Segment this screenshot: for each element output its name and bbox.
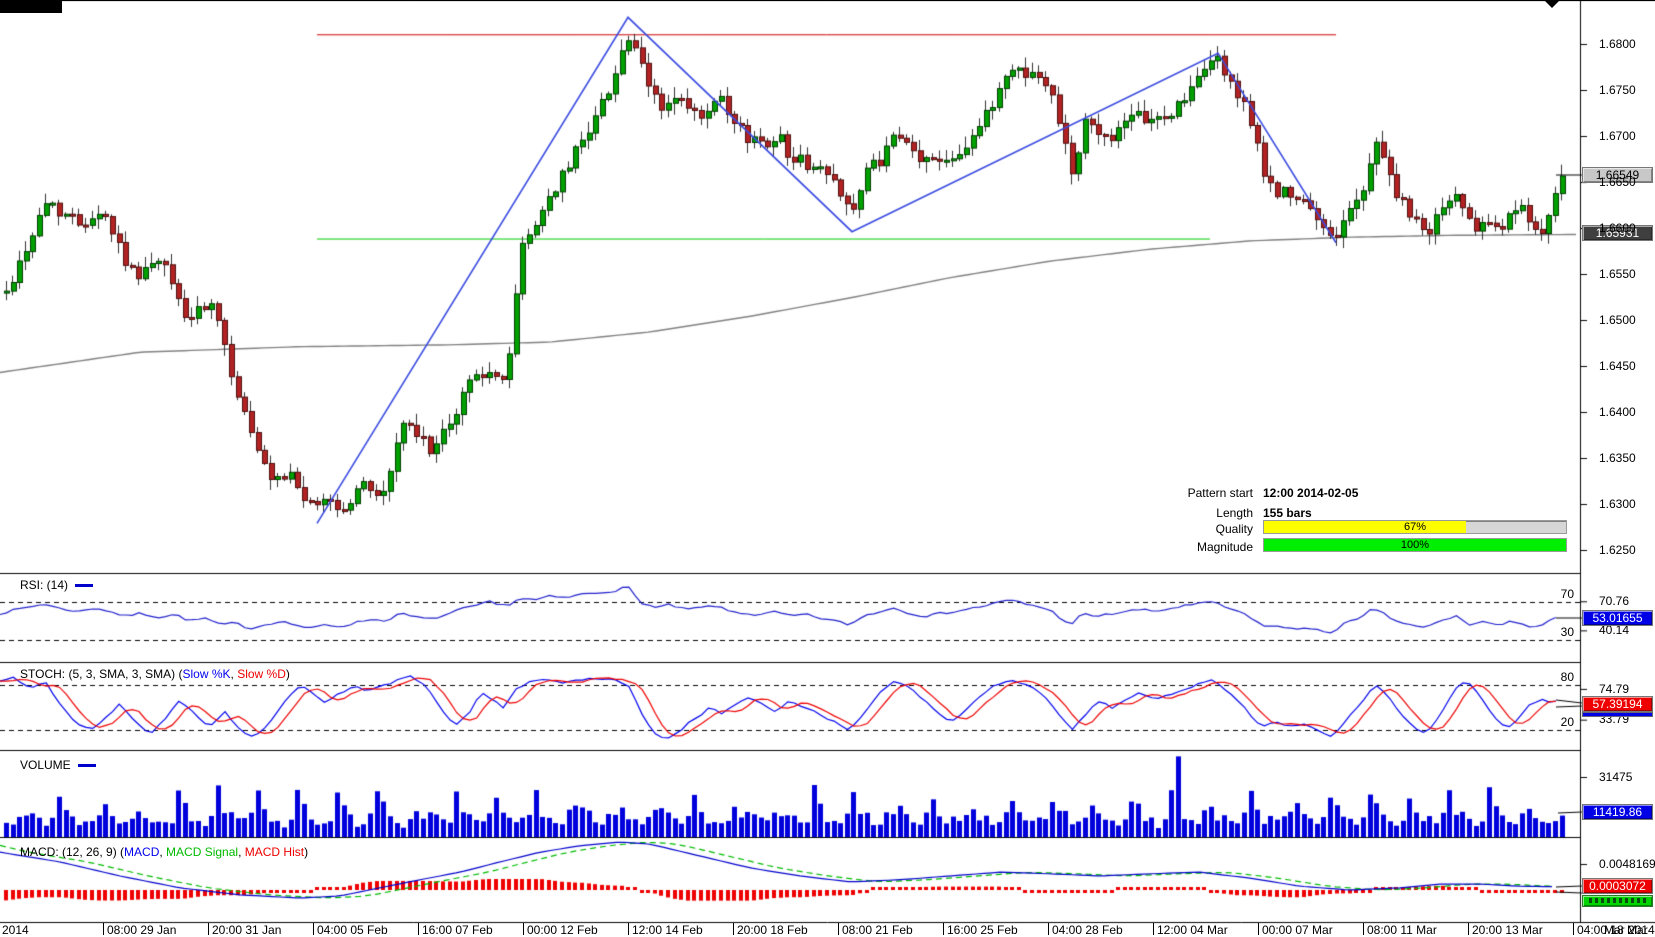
pattern-start-label: Pattern start: [1187, 486, 1253, 500]
quality-label: Quality: [1215, 522, 1253, 536]
pattern-start-value: 12:00 2014-02-05: [1263, 486, 1359, 500]
rsi-value-tag: 53.01655: [1582, 610, 1653, 626]
quality-bar: 67%: [1263, 520, 1567, 534]
macd-signal-tag-clipped-digits: [1589, 898, 1646, 903]
time-axis-label: 00:00 07 Mar: [1262, 923, 1333, 937]
price-axis-tick: 1.6300: [1599, 497, 1636, 511]
price-axis-tick: 1.6450: [1599, 359, 1636, 373]
stoch-k-tag-sliver: [1582, 712, 1653, 717]
pattern-length-label: Length: [1216, 506, 1253, 520]
magnitude-bar-text: 100%: [1400, 539, 1430, 551]
time-axis-label: 04:00 28 Feb: [1052, 923, 1123, 937]
time-axis-tick: [628, 923, 629, 935]
time-axis-label: 12:00 14 Feb: [632, 923, 703, 937]
price-axis-tick: 1.6650: [1599, 175, 1636, 189]
rsi-axis-high: 70.76: [1599, 594, 1630, 608]
price-axis-tick: 1.6600: [1599, 221, 1636, 235]
magnitude-bar: 100%: [1263, 538, 1567, 552]
time-axis-label: 08:00 29 Jan: [107, 923, 177, 937]
macd-header: MACD: (12, 26, 9) (MACD, MACD Signal, MA…: [20, 845, 308, 859]
time-axis-tick: [943, 923, 944, 935]
macd-value-tag: 0.0003072: [1582, 878, 1653, 894]
price-axis-tick: 1.6550: [1599, 267, 1636, 281]
time-axis-label: 08:00 11 Mar: [1367, 923, 1437, 937]
ma-level-tag: 1.65931: [1582, 225, 1653, 241]
time-axis-tick: [838, 923, 839, 935]
time-axis-label: 00:00 12 Feb: [527, 923, 598, 937]
time-axis-tick: [1153, 923, 1154, 935]
price-axis-tick: 1.6400: [1599, 405, 1636, 419]
quality-bar-fill: [1264, 521, 1467, 533]
quality-bar-text: 67%: [1403, 521, 1427, 533]
time-axis-overlap-label: Mar 2014: [1604, 923, 1655, 937]
price-axis-tick: 1.6250: [1599, 543, 1636, 557]
macd-header-sep1: ,: [159, 845, 167, 859]
rsi-legend-swatch-icon: [75, 584, 94, 588]
time-axis-label: 12:00 04 Mar: [1157, 923, 1228, 937]
volume-header: VOLUME: [20, 758, 96, 772]
price-axis-tick: 1.6350: [1599, 451, 1636, 465]
rsi-level-30-label: 30: [1542, 626, 1576, 639]
scroll-marker-icon: [1544, 0, 1560, 8]
price-axis-tick: 1.6750: [1599, 83, 1636, 97]
magnitude-bar-fill: [1264, 539, 1566, 551]
stoch-value-tag: 57.39194: [1582, 696, 1653, 712]
time-axis-label: 08:00 21 Feb: [842, 923, 913, 937]
time-axis-tick: [313, 923, 314, 935]
macd-header-sep2: ,: [238, 845, 245, 859]
pattern-length-value: 155 bars: [1263, 506, 1312, 520]
time-axis-tick: [208, 923, 209, 935]
top-left-black-bar: [0, 0, 62, 13]
time-axis-tick: [1468, 923, 1469, 935]
stoch-level-80-label: 80: [1542, 671, 1576, 684]
macd-header-prefix: MACD: (12, 26, 9) (: [20, 845, 125, 859]
macd-header-hist: MACD Hist: [244, 845, 305, 859]
macd-header-signal: MACD Signal: [166, 845, 239, 859]
stoch-header: STOCH: (5, 3, SMA, 3, SMA) (Slow %K, Slo…: [20, 667, 290, 681]
stoch-axis-high: 74.79: [1599, 682, 1630, 696]
macd-axis-tick: 0.0048169: [1599, 857, 1655, 871]
rsi-header: RSI: (14): [20, 578, 94, 592]
time-axis-tick: [418, 923, 419, 935]
time-axis-tick: [1573, 923, 1574, 935]
stoch-header-sep: ,: [230, 667, 238, 681]
time-axis-label: 04:00 18 Mar: [1577, 923, 1648, 937]
rsi-axis-low: 40.14: [1599, 623, 1630, 637]
stoch-header-k: Slow %K: [182, 667, 231, 681]
time-axis-tick: [733, 923, 734, 935]
time-axis-label: 16:00 25 Feb: [947, 923, 1018, 937]
macd-header-macd: MACD: [124, 845, 160, 859]
time-axis-label: 20:00 31 Jan: [212, 923, 282, 937]
rsi-level-70-label: 70: [1542, 588, 1576, 601]
time-axis-label: 20:00 13 Mar: [1472, 923, 1543, 937]
volume-axis-tick: 31475: [1599, 770, 1633, 784]
stoch-header-suffix: ): [285, 667, 290, 681]
time-axis-tick: [1258, 923, 1259, 935]
time-axis-label: 20:00 18 Feb: [737, 923, 808, 937]
last-price-tag: 1.66549: [1582, 167, 1653, 183]
macd-signal-tag-clipped: [1582, 895, 1653, 907]
stoch-level-20-label: 20: [1542, 716, 1576, 729]
top-border: [0, 0, 1655, 1]
time-axis-tick: [1048, 923, 1049, 935]
volume-header-label: VOLUME: [20, 758, 71, 772]
macd-header-suffix: ): [304, 845, 309, 859]
time-axis-tick: [523, 923, 524, 935]
time-axis-tick: [1363, 923, 1364, 935]
magnitude-label: Magnitude: [1196, 540, 1253, 554]
stoch-header-d: Slow %D: [237, 667, 286, 681]
rsi-header-label: RSI: (14): [20, 578, 69, 592]
volume-value-tag: 11419.86: [1582, 804, 1653, 820]
price-axis-tick: 1.6700: [1599, 129, 1636, 143]
price-axis-tick: 1.6500: [1599, 313, 1636, 327]
stoch-header-prefix: STOCH: (5, 3, SMA, 3, SMA) (: [20, 667, 183, 681]
time-axis-label: 16:00 07 Feb: [422, 923, 493, 937]
volume-legend-swatch-icon: [77, 764, 96, 768]
time-axis-tick: [103, 923, 104, 935]
time-axis-year: 2014: [2, 923, 29, 937]
price-axis-tick: 1.6800: [1599, 37, 1636, 51]
time-axis-label: 04:00 05 Feb: [317, 923, 388, 937]
